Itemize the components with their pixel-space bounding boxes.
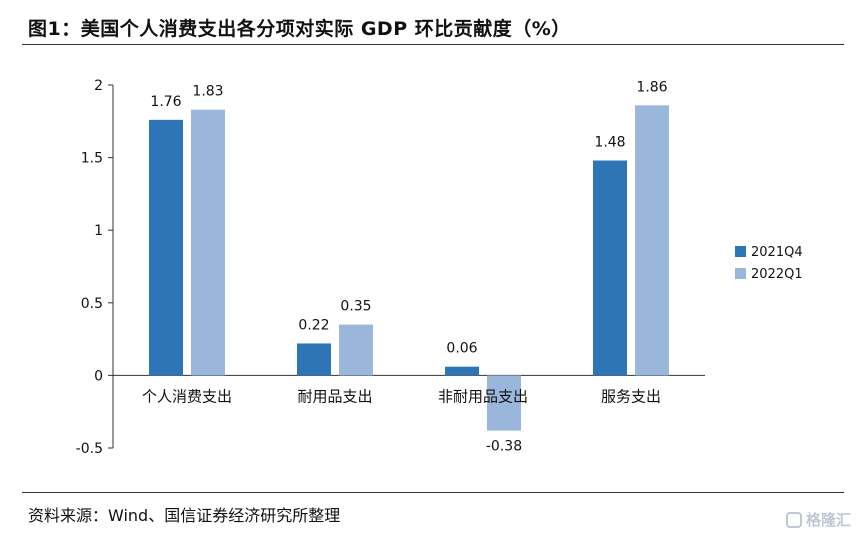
legend-swatch xyxy=(735,268,746,279)
data-label: 0.22 xyxy=(298,317,329,333)
data-label: 1.76 xyxy=(150,94,181,110)
category-label: 服务支出 xyxy=(601,387,661,405)
legend-label: 2022Q1 xyxy=(751,267,803,282)
chart-title: 图1：美国个人消费支出各分项对实际 GDP 环比贡献度（%） xyxy=(28,18,571,40)
data-label: 0.35 xyxy=(340,299,371,315)
y-tick-label: 1.5 xyxy=(81,151,103,167)
bar-2022Q1-1 xyxy=(339,324,373,376)
data-label: 1.86 xyxy=(636,79,667,95)
legend-swatch xyxy=(735,246,746,257)
bar-2021Q4-1 xyxy=(297,343,331,376)
source-divider xyxy=(22,492,844,493)
y-tick-label: 2 xyxy=(94,78,103,94)
title-divider xyxy=(22,44,844,45)
y-tick-label: 0.5 xyxy=(81,296,103,312)
category-label: 耐用品支出 xyxy=(297,387,372,405)
data-label: 0.06 xyxy=(446,341,477,357)
source-note: 资料来源：Wind、国信证券经济研究所整理 xyxy=(28,506,341,525)
watermark-text: 格隆汇 xyxy=(805,511,851,529)
bar-2021Q4-0 xyxy=(149,119,183,376)
bar-chart: 2 1.5 1 0.5 0 -0.5 1.76 1.83 个人消费支出 0.22 0.35 耐用品支出… xyxy=(76,78,803,457)
y-tick-label: 1 xyxy=(94,223,103,239)
bar-2021Q4-3 xyxy=(593,160,627,376)
category-label: 非耐用品支出 xyxy=(438,387,528,405)
y-tick-label: -0.5 xyxy=(76,441,103,457)
watermark: 格隆汇 xyxy=(785,509,851,530)
data-label: -0.38 xyxy=(486,439,522,455)
watermark-logo-icon xyxy=(785,511,802,528)
y-tick-label: 0 xyxy=(94,368,103,384)
legend-label: 2021Q4 xyxy=(751,245,803,260)
bar-2022Q1-2 xyxy=(487,375,521,431)
data-label: 1.48 xyxy=(594,135,625,151)
bar-2022Q1-3 xyxy=(635,105,669,376)
data-label: 1.83 xyxy=(192,84,223,100)
bar-2021Q4-2 xyxy=(445,366,479,376)
bar-2022Q1-0 xyxy=(191,109,225,376)
category-label: 个人消费支出 xyxy=(142,387,232,405)
